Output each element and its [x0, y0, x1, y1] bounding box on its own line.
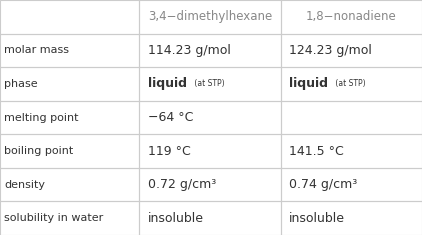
Bar: [0, 201, 139, 235]
Text: 124.23 g/mol: 124.23 g/mol: [289, 44, 372, 57]
Bar: [139, 34, 281, 67]
Text: 119 °C: 119 °C: [148, 145, 190, 158]
Text: 141.5 °C: 141.5 °C: [289, 145, 344, 158]
Text: solubility in water: solubility in water: [4, 213, 103, 223]
Text: liquid: liquid: [148, 77, 187, 90]
Bar: [0, 101, 139, 134]
Bar: [0, 134, 139, 168]
Bar: [281, 168, 422, 201]
Bar: [139, 67, 281, 101]
Bar: [0, 168, 139, 201]
Text: −64 °C: −64 °C: [148, 111, 193, 124]
Bar: [0, 67, 139, 101]
Text: density: density: [4, 180, 45, 190]
Text: (at STP): (at STP): [192, 79, 225, 88]
Text: insoluble: insoluble: [289, 212, 345, 225]
Bar: [281, 34, 422, 67]
Bar: [0, 34, 139, 67]
Bar: [281, 134, 422, 168]
Text: liquid: liquid: [289, 77, 328, 90]
Bar: [139, 201, 281, 235]
Bar: [139, 134, 281, 168]
Bar: [281, 0, 422, 34]
Bar: [139, 0, 281, 34]
Text: 114.23 g/mol: 114.23 g/mol: [148, 44, 230, 57]
Text: 1,8−nonadiene: 1,8−nonadiene: [306, 10, 397, 23]
Bar: [0, 0, 139, 34]
Bar: [281, 201, 422, 235]
Text: insoluble: insoluble: [148, 212, 204, 225]
Text: phase: phase: [4, 79, 38, 89]
Bar: [281, 67, 422, 101]
Text: 3,4−dimethylhexane: 3,4−dimethylhexane: [148, 10, 272, 23]
Text: (at STP): (at STP): [333, 79, 366, 88]
Bar: [139, 101, 281, 134]
Text: melting point: melting point: [4, 113, 79, 122]
Text: 0.74 g/cm³: 0.74 g/cm³: [289, 178, 357, 191]
Bar: [281, 101, 422, 134]
Text: molar mass: molar mass: [4, 45, 69, 55]
Text: boiling point: boiling point: [4, 146, 73, 156]
Text: 0.72 g/cm³: 0.72 g/cm³: [148, 178, 216, 191]
Bar: [139, 168, 281, 201]
